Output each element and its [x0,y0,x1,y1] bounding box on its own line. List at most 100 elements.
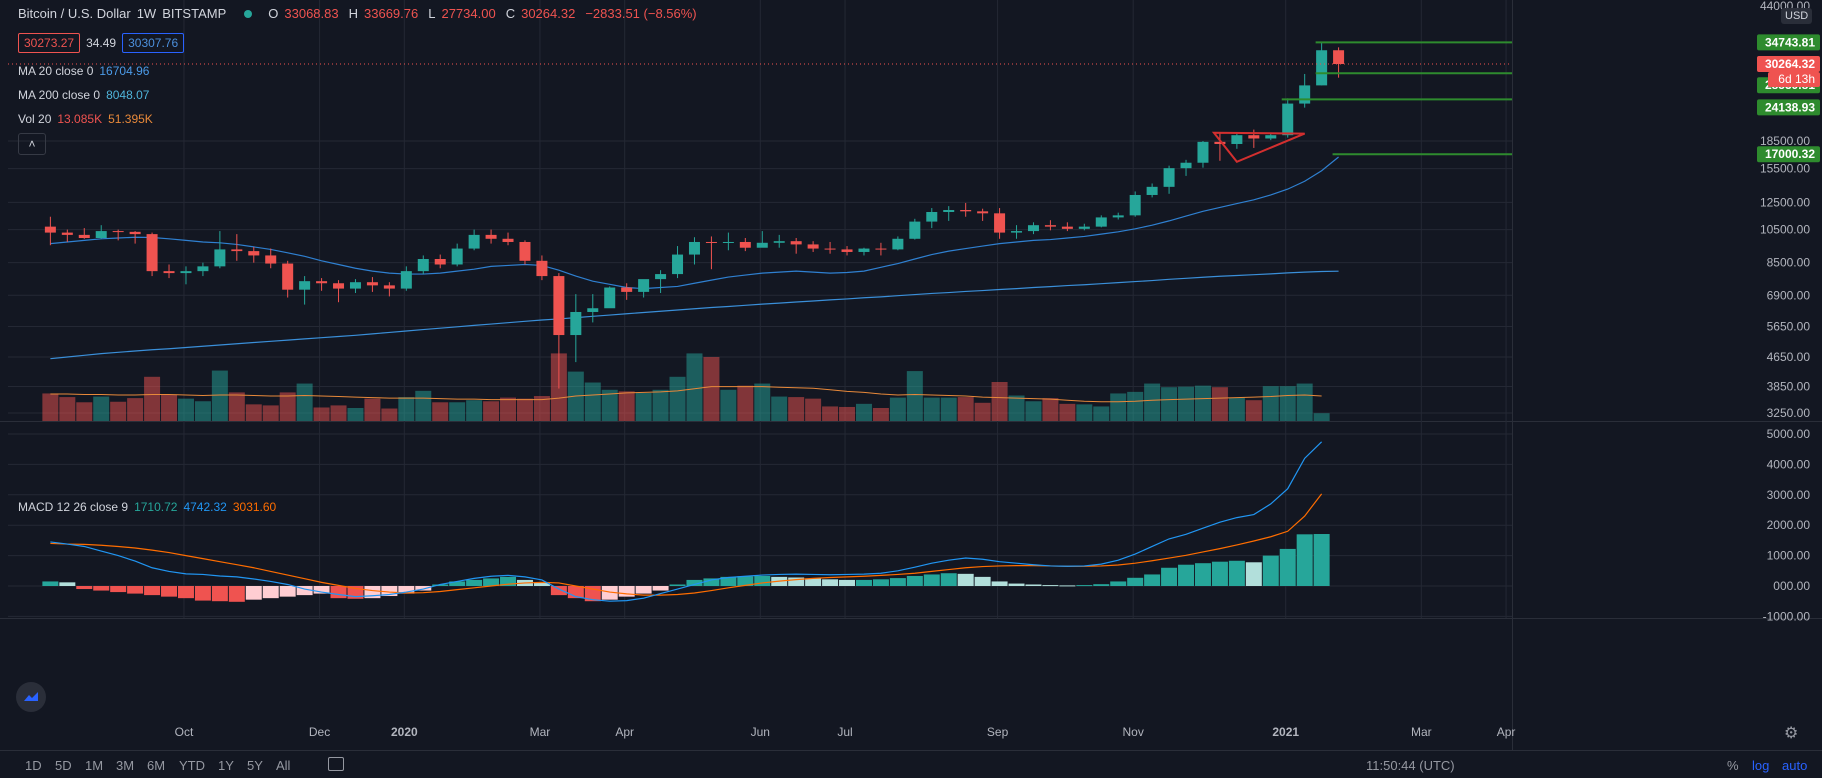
volume-name: Vol 20 [18,112,52,126]
timeframe-5y[interactable]: 5Y [247,758,263,773]
symbol-legend[interactable]: Bitcoin / U.S. Dollar 1W BITSTAMP O 33068… [18,6,701,21]
candle-body [1214,141,1226,144]
log-scale-toggle[interactable]: log [1752,758,1770,773]
candle-body [824,248,836,250]
macd-histogram-bar [601,586,618,600]
timeframe-5d[interactable]: 5D [55,758,72,773]
macd-histogram-bar [754,575,771,586]
candle-body [1333,50,1345,65]
candle-body [1180,162,1192,169]
candle-body [400,271,412,289]
volume-bar [1059,403,1076,421]
candle-body [841,249,853,252]
low-value: 27734.00 [441,6,496,21]
percent-scale-toggle[interactable]: % [1727,758,1739,773]
price-badge [1757,34,1820,51]
macd-histogram-bar [855,579,872,586]
macd-legend[interactable]: MACD 12 26 close 9 1710.72 4742.32 3031.… [18,500,276,514]
volume-bar [1042,398,1059,421]
volume-bar [1245,400,1262,421]
timeframe-3m[interactable]: 3M [116,758,135,773]
timeframe-1m[interactable]: 1M [85,758,104,773]
volume-bar [669,376,686,421]
candle-body [1129,194,1141,216]
volume-bar [974,402,991,421]
candle-body [248,251,260,256]
price-axis-tick: 18500.00 [1760,134,1810,148]
ma200-legend[interactable]: MA 200 close 0 8048.07 [18,88,149,102]
close-value: 30264.32 [521,6,576,21]
candle-body [1061,226,1073,229]
volume-bar [1178,386,1195,421]
candle-body [1078,226,1090,229]
x-tick-label: 2020 [391,725,418,739]
utc-clock[interactable]: 11:50:44 (UTC) [1366,758,1455,773]
volume-bar [1025,401,1042,421]
macd-histogram-bar [805,578,822,586]
volume-bar [415,390,432,421]
macd-name: MACD 12 26 close 9 [18,500,129,514]
collapse-legend-button[interactable]: ˄ [18,133,46,155]
countdown-label: 6d 13h [1778,72,1815,86]
volume-bar [855,403,872,421]
macd-histogram-bar [432,584,449,586]
price-badge-label: 34743.81 [1765,35,1815,49]
candle-body [570,311,582,336]
price-axis-tick: 3250.00 [1767,406,1811,420]
ma20-legend[interactable]: MA 20 close 0 16704.96 [18,64,149,78]
macd-histogram-bar [228,586,245,602]
volume-bar [313,407,330,421]
candle-body [78,234,90,238]
timeframe-ytd[interactable]: YTD [179,758,205,773]
volume-bar [822,406,839,421]
volume-bar [364,398,381,421]
volume-bar [381,408,398,421]
volume-bar [500,397,517,421]
timeframe-1d[interactable]: 1D [25,758,42,773]
volume-bar [194,401,211,421]
volume-bar [93,396,110,421]
go-to-date-calendar-icon[interactable] [328,757,344,771]
price-axis-tick: 3850.00 [1767,380,1811,394]
volume-bar [1211,387,1228,421]
macd-histogram-bar [161,586,178,597]
auto-scale-toggle[interactable]: auto [1782,758,1808,773]
low-label: L [428,6,436,21]
volume-bar [127,398,144,421]
candle-body [197,266,209,272]
macd-histogram-bar [1127,577,1144,586]
settings-gear-icon[interactable]: ⚙ [1784,725,1799,742]
macd-histogram-bar [839,579,856,586]
volume-ma-line [50,386,1322,403]
macd-histogram-bar [550,586,567,596]
volume-legend[interactable]: Vol 20 13.085K 51.395K [18,112,153,126]
candle-body [349,282,361,289]
high-label: H [348,6,358,21]
macd-axis-tick: -1000.00 [1763,609,1811,623]
volume-bar [110,401,127,421]
sell-price-button[interactable]: 30273.27 [18,33,81,53]
timeframe-1y[interactable]: 1Y [218,758,234,773]
macd-histogram-bar [923,574,940,586]
x-tick-label: Dec [309,725,330,739]
macd-histogram-bar [1245,562,1262,586]
volume-bar [42,393,59,421]
buy-price-button[interactable]: 30307.76 [122,33,185,53]
currency-badge[interactable]: USD [1781,8,1813,24]
volume-bar [449,402,466,421]
timeframe-all[interactable]: All [276,758,291,773]
market-status-icon [244,9,253,18]
volume-bar [432,402,449,421]
high-value: 33669.76 [364,6,419,21]
macd-line-value: 4742.32 [183,500,227,514]
macd-histogram-bar [110,586,127,593]
price-axis-tick: 10500.00 [1760,223,1810,237]
candle-body [502,238,514,242]
timeframe-6m[interactable]: 6M [147,758,166,773]
macd-histogram-bar [1279,548,1296,586]
x-tick-label: Mar [1411,725,1432,739]
tradingview-logo-icon[interactable] [16,682,46,712]
macd-histogram-bar [449,581,466,586]
macd-histogram-bar [466,579,483,586]
